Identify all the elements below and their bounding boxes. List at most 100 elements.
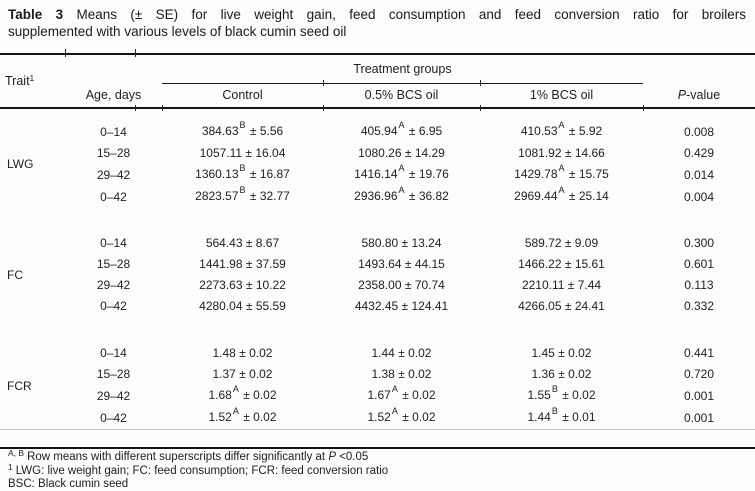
age-range-cell: 0–42 bbox=[100, 299, 127, 313]
value-cell-bcs1: 2969.44A ± 25.14 bbox=[480, 185, 643, 208]
table-header: Trait1 Treatment groups Age, days Contro… bbox=[0, 54, 755, 108]
p-value-cell: 0.300 bbox=[683, 236, 715, 250]
plus-minus: ± bbox=[246, 167, 260, 181]
mean-value: 2969.44 bbox=[514, 189, 558, 203]
p-value-cell: 0.001 bbox=[683, 410, 715, 425]
se-value: 8.67 bbox=[255, 236, 280, 250]
age-range-cell: 0–14 bbox=[100, 124, 127, 139]
se-value: 15.61 bbox=[574, 257, 605, 271]
table-row: LWG 0–14 384.63B ± 5.56 405.94A ± 6.95 4… bbox=[0, 120, 755, 171]
se-value: 32.77 bbox=[259, 189, 290, 203]
significance-superscript: A bbox=[558, 120, 565, 130]
value-cell-bcs05: 1.38 ± 0.02 bbox=[323, 364, 480, 385]
treatment-groups-header: Treatment groups bbox=[162, 54, 643, 84]
p-value-cell: 0.008 bbox=[683, 124, 715, 139]
plus-minus: ± bbox=[242, 236, 256, 250]
age-range-cell: 15–28 bbox=[96, 146, 131, 160]
mean-value: 1441.98 bbox=[199, 257, 243, 271]
mean-value: 4266.05 bbox=[518, 299, 562, 313]
significance-superscript: A bbox=[391, 384, 398, 394]
plus-minus: ± bbox=[405, 167, 419, 181]
se-value: 70.74 bbox=[414, 278, 445, 292]
se-value: 0.01 bbox=[572, 410, 596, 424]
footnote-threshold: <0.05 bbox=[336, 451, 369, 463]
se-value: 0.02 bbox=[412, 410, 436, 424]
significance-superscript: B bbox=[239, 185, 246, 195]
se-value: 13.24 bbox=[411, 236, 442, 250]
table-row: 0–42 4280.04 ± 55.59 4432.45 ± 124.41 42… bbox=[0, 296, 755, 317]
plus-minus: ± bbox=[561, 236, 575, 250]
mean-value: 384.63 bbox=[201, 124, 239, 138]
plus-minus: ± bbox=[235, 346, 250, 360]
value-cell-bcs1: 589.72 ± 9.09 bbox=[480, 233, 643, 254]
mean-value: 589.72 bbox=[524, 236, 562, 250]
se-value: 55.59 bbox=[255, 299, 286, 313]
plus-minus: ± bbox=[239, 410, 254, 424]
value-cell-control: 1360.13B ± 16.87 bbox=[162, 163, 323, 186]
footnote-text: LWG: live weight gain; FC: feed consumpt… bbox=[15, 464, 389, 477]
mean-value: 1493.64 bbox=[358, 257, 402, 271]
plus-minus: ± bbox=[398, 236, 412, 250]
se-value: 24.41 bbox=[574, 299, 605, 313]
table-body: LWG 0–14 384.63B ± 5.56 405.94A ± 6.95 4… bbox=[0, 108, 755, 430]
plus-minus: ± bbox=[242, 278, 256, 292]
p-value-cell: 0.441 bbox=[683, 346, 715, 360]
table-row: 0–42 2823.57B ± 32.77 2936.96A ± 36.82 2… bbox=[0, 185, 755, 208]
mean-value: 1.52 bbox=[208, 410, 232, 424]
mean-value: 1057.11 bbox=[199, 146, 243, 160]
value-cell-bcs05: 1080.26 ± 14.29 bbox=[323, 143, 480, 164]
cell-border-tick bbox=[480, 105, 481, 111]
cell-border-tick bbox=[135, 105, 136, 111]
plus-minus: ± bbox=[242, 146, 256, 160]
group-spacer-row bbox=[0, 317, 755, 343]
mean-value: 1.45 bbox=[531, 346, 555, 360]
value-cell-control: 2823.57B ± 32.77 bbox=[162, 185, 323, 208]
mean-value: 1.48 bbox=[212, 346, 236, 360]
plus-minus: ± bbox=[242, 299, 256, 313]
plus-minus: ± bbox=[235, 367, 250, 381]
se-value: 10.22 bbox=[255, 278, 286, 292]
spacer-cell bbox=[0, 108, 755, 121]
bcs1-column-header: 1% BCS oil bbox=[529, 88, 594, 103]
mean-value: 2273.63 bbox=[199, 278, 243, 292]
se-value: 0.02 bbox=[568, 367, 592, 381]
value-cell-control: 1.48 ± 0.02 bbox=[162, 343, 323, 364]
plus-minus: ± bbox=[398, 388, 413, 402]
plus-minus: ± bbox=[394, 367, 409, 381]
control-column-header: Control bbox=[222, 88, 263, 103]
plus-minus: ± bbox=[246, 189, 260, 203]
header-row-columns: Age, days Control 0.5% BCS oil 1% BCS oi… bbox=[0, 83, 755, 108]
se-value: 16.04 bbox=[255, 146, 286, 160]
mean-value: 1.67 bbox=[367, 388, 391, 402]
cell-border-tick bbox=[323, 105, 324, 111]
plus-minus: ± bbox=[564, 278, 578, 292]
value-cell-bcs05: 1493.64 ± 44.15 bbox=[323, 254, 480, 275]
value-cell-control: 1.37 ± 0.02 bbox=[162, 364, 323, 385]
value-cell-bcs1: 1466.22 ± 15.61 bbox=[480, 254, 643, 275]
trait-header-label: Trait bbox=[5, 74, 30, 88]
trait-column-header: Trait1 bbox=[0, 54, 65, 108]
se-value: 15.75 bbox=[578, 167, 609, 181]
p-value-cell: 0.014 bbox=[683, 167, 715, 182]
header-row-span: Trait1 Treatment groups bbox=[0, 54, 755, 88]
plus-minus: ± bbox=[401, 257, 415, 271]
significance-superscript: A bbox=[558, 163, 565, 173]
plus-minus: ± bbox=[242, 257, 256, 271]
value-cell-control: 1.68A ± 0.02 bbox=[162, 384, 323, 407]
plus-minus: ± bbox=[561, 299, 575, 313]
mean-value: 2936.96 bbox=[354, 189, 398, 203]
value-cell-bcs05: 580.80 ± 13.24 bbox=[323, 233, 480, 254]
significance-superscript: B bbox=[239, 163, 246, 173]
age-range-cell: 29–42 bbox=[96, 388, 131, 403]
footnote-superscript: 1 bbox=[8, 461, 13, 472]
mean-value: 1.68 bbox=[208, 388, 232, 402]
se-value: 9.09 bbox=[574, 236, 599, 250]
table-row: FC 0–14 564.43 ± 8.67 580.80 ± 13.24 589… bbox=[0, 233, 755, 282]
caption-line-2: supplemented with various levels of blac… bbox=[8, 24, 347, 39]
footnote-superscript: A, B bbox=[8, 448, 25, 458]
table-number: Table 3 bbox=[8, 7, 64, 22]
significance-superscript: B bbox=[551, 384, 558, 394]
cell-border-tick bbox=[480, 80, 481, 86]
significance-superscript: A bbox=[391, 406, 398, 416]
plus-minus: ± bbox=[246, 124, 260, 138]
